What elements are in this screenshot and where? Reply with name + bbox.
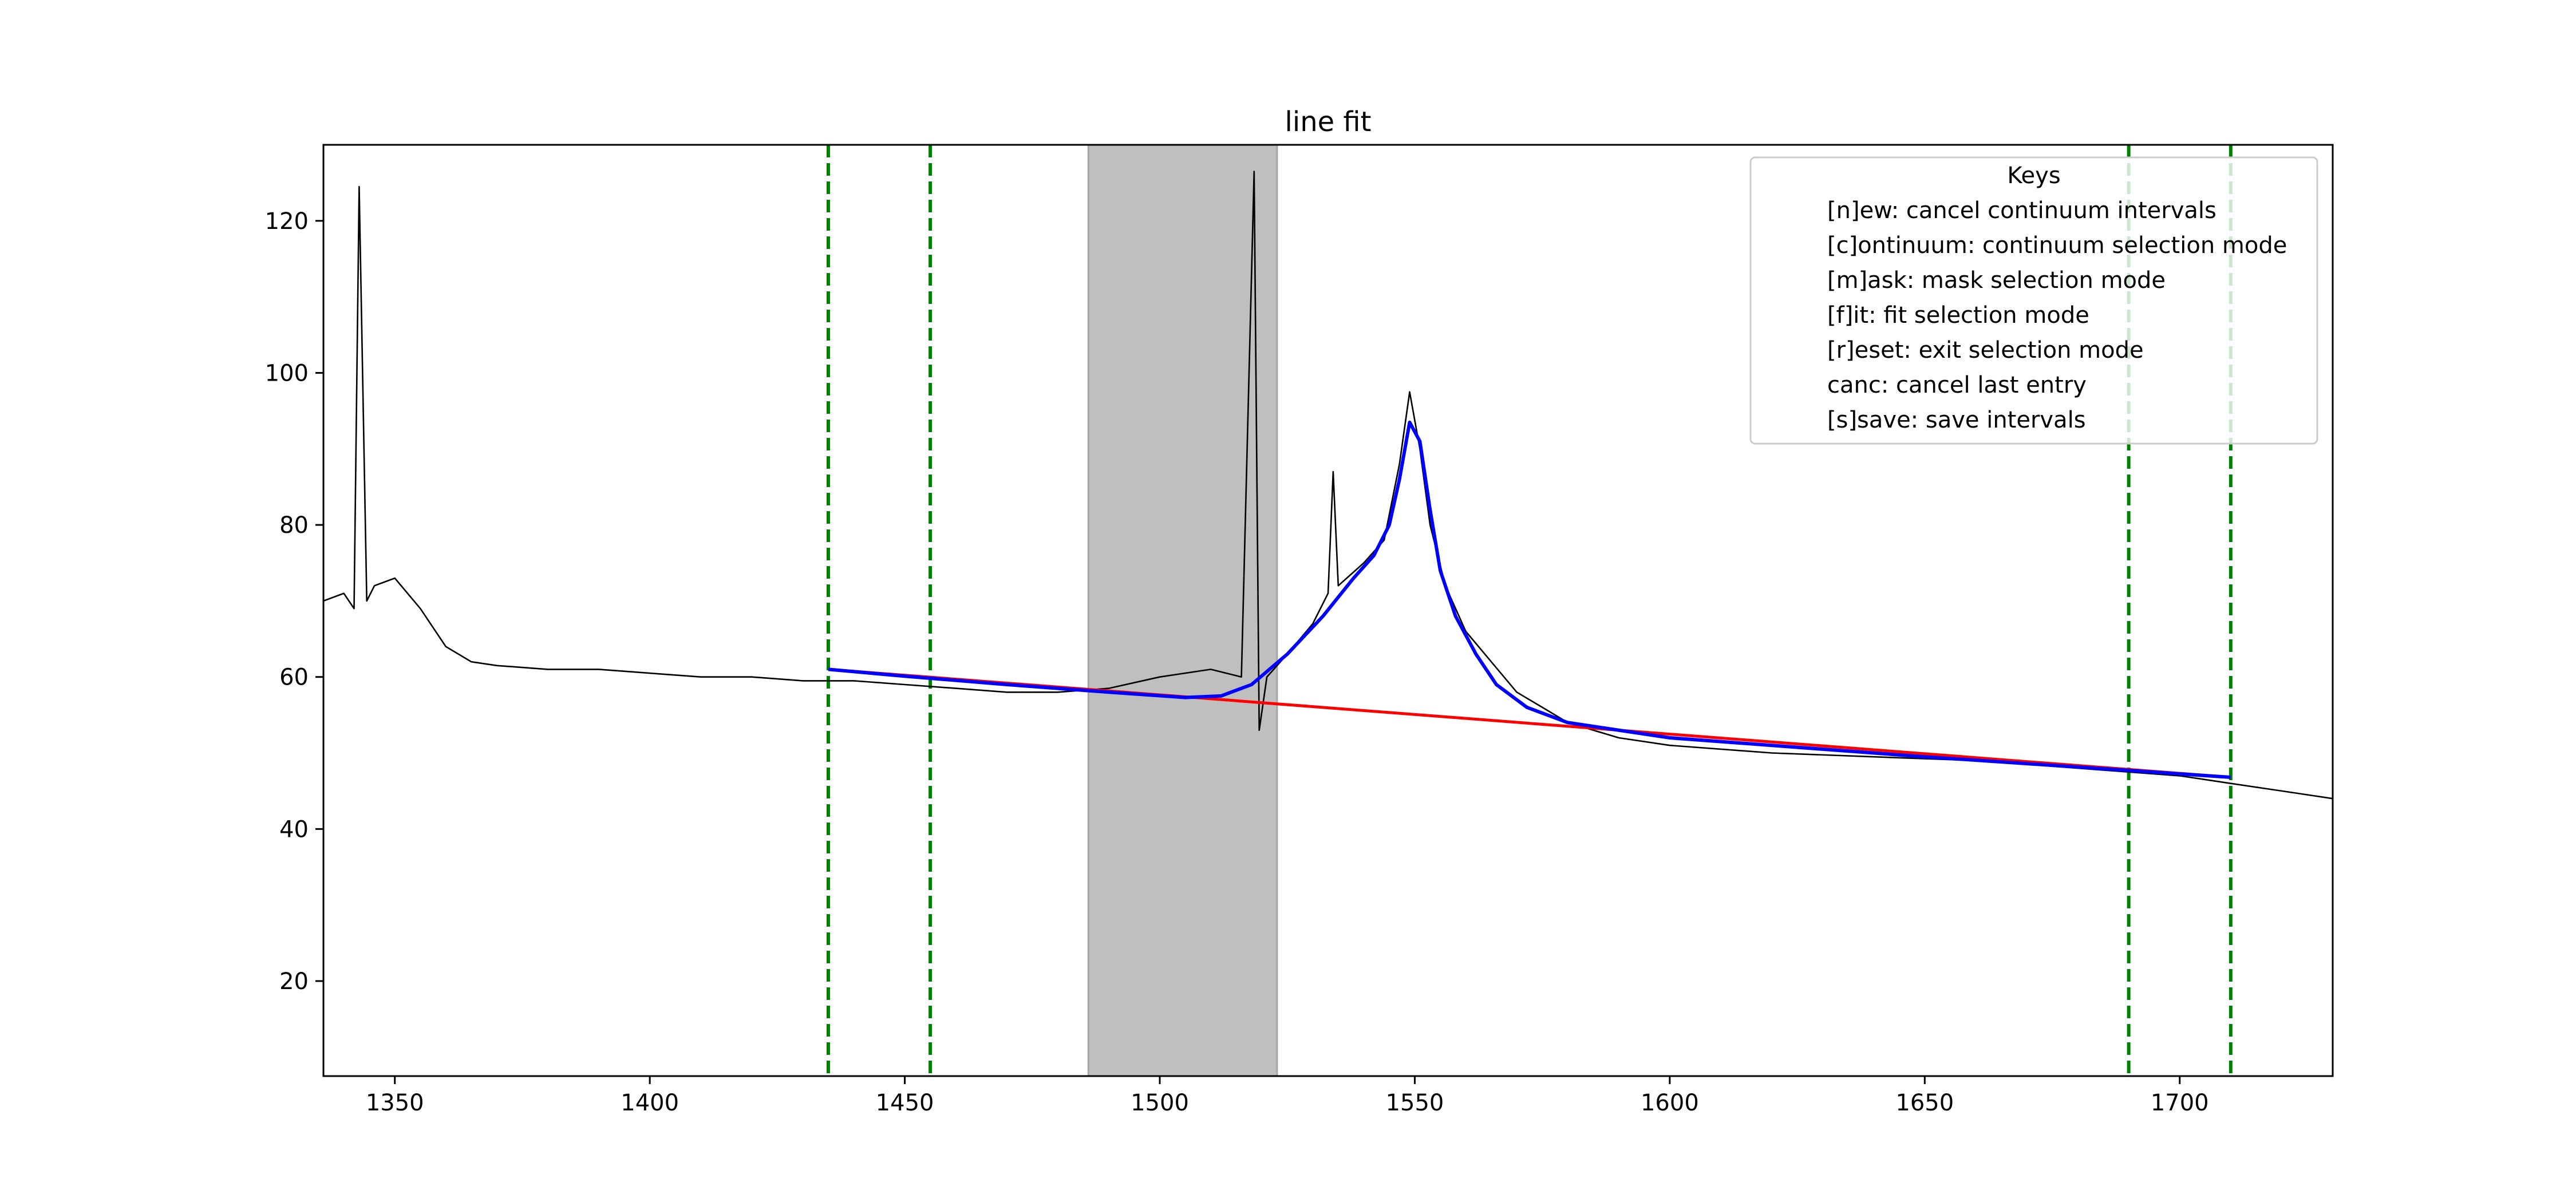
y-tick-label: 100 <box>265 360 309 386</box>
axes: 1350 1400 1450 1500 1550 1600 1650 1700 20 40 60 80… <box>265 144 2334 1116</box>
legend-entry: [m]ask: mask selection mode <box>1827 267 2166 294</box>
x-tick-label: 1650 <box>1895 1090 1954 1116</box>
x-tick-label: 1350 <box>366 1090 424 1116</box>
legend-entry: [c]ontinuum: continuum selection mode <box>1827 232 2287 259</box>
legend-entry: [s]save: save intervals <box>1827 407 2086 433</box>
x-tick-label: 1700 <box>2151 1090 2209 1116</box>
axes-frame <box>322 144 2334 1077</box>
legend-entry: [f]it: fit selection mode <box>1827 302 2089 329</box>
y-tick-label: 40 <box>279 816 309 843</box>
legend-box <box>1749 156 2318 445</box>
legend-title: Keys <box>2007 163 2060 189</box>
y-tick-label: 20 <box>279 968 309 995</box>
x-tick-label: 1500 <box>1131 1090 1189 1116</box>
x-tick-label: 1400 <box>621 1090 679 1116</box>
legend-entry: [n]ew: cancel continuum intervals <box>1827 197 2217 224</box>
chart-title: line fit <box>1285 106 1372 138</box>
legend: Keys [n]ew: cancel continuum intervals [c]… <box>1749 156 2318 445</box>
y-tick-label: 60 <box>279 665 309 691</box>
x-tick-label: 1550 <box>1386 1090 1444 1116</box>
plot-area <box>323 145 2333 1076</box>
legend-entry: [r]eset: exit selection mode <box>1827 337 2144 363</box>
line-fit-curve <box>828 420 2231 779</box>
y-tick-label: 80 <box>279 512 309 539</box>
legend-entry: canc: cancel last entry <box>1827 372 2087 398</box>
y-tick-label: 120 <box>265 208 309 235</box>
x-tick-label: 1450 <box>876 1090 934 1116</box>
mask-region <box>1087 145 1278 1076</box>
x-tick-label: 1600 <box>1641 1090 1699 1116</box>
